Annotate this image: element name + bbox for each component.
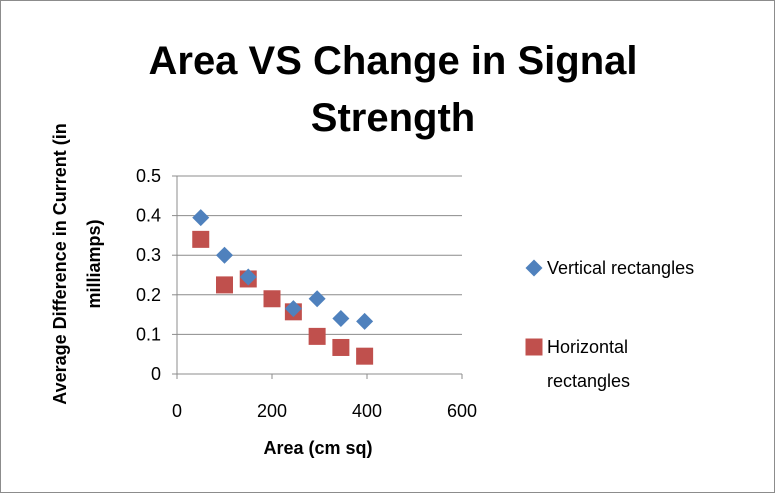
- chart-title-line-1: Area VS Change in Signal: [148, 39, 637, 83]
- horizontal-point-5: [308, 327, 326, 345]
- x-tick-label-0: 0: [172, 401, 182, 421]
- vertical-point-0: [192, 209, 210, 227]
- chart-title-line-2: Strength: [311, 96, 475, 140]
- y-tick-label-3: 0.3: [136, 245, 161, 265]
- legend-label-horizontal-0: Horizontal: [547, 337, 628, 357]
- legend-label-vertical-0: Vertical rectangles: [547, 258, 694, 278]
- vertical-point-2: [239, 268, 257, 286]
- horizontal-point-1: [216, 276, 233, 294]
- y-tick-label-1: 0.1: [136, 324, 161, 344]
- horizontal-point-0: [192, 230, 210, 248]
- vertical-point-5: [332, 310, 350, 328]
- legend: Vertical rectangles Horizontal rectangles: [525, 258, 694, 391]
- x-axis-title: Area (cm sq): [263, 438, 372, 458]
- horizontal-point-7: [356, 347, 374, 365]
- x-tick-label-2: 400: [352, 401, 382, 421]
- legend-label-horizontal-1: rectangles: [547, 371, 630, 391]
- horizontal-point-3: [263, 290, 281, 308]
- x-tick-label-3: 600: [447, 401, 477, 421]
- x-tick-label-1: 200: [257, 401, 287, 421]
- vertical-point-6: [356, 312, 374, 330]
- y-tick-label-4: 0.4: [136, 206, 161, 226]
- y-axis-title-line-2: milliamps): [84, 219, 104, 308]
- tick-labels: 0 0.1 0.2 0.3 0.4 0.5 0 200 400 600: [136, 166, 477, 421]
- y-tick-label-2: 0.2: [136, 285, 161, 305]
- y-tick-label-5: 0.5: [136, 166, 161, 186]
- vertical-point-3: [284, 300, 302, 318]
- legend-marker-vertical: [525, 259, 543, 277]
- vertical-point-1: [216, 246, 233, 264]
- axes: [172, 175, 463, 379]
- vertical-point-4: [308, 290, 326, 308]
- data-points: [192, 209, 374, 365]
- legend-marker-horizontal: [525, 338, 543, 356]
- y-tick-label-0: 0: [151, 364, 161, 384]
- y-axis-title-line-1: Average Difference in Current (in: [50, 123, 70, 404]
- horizontal-point-6: [332, 338, 350, 356]
